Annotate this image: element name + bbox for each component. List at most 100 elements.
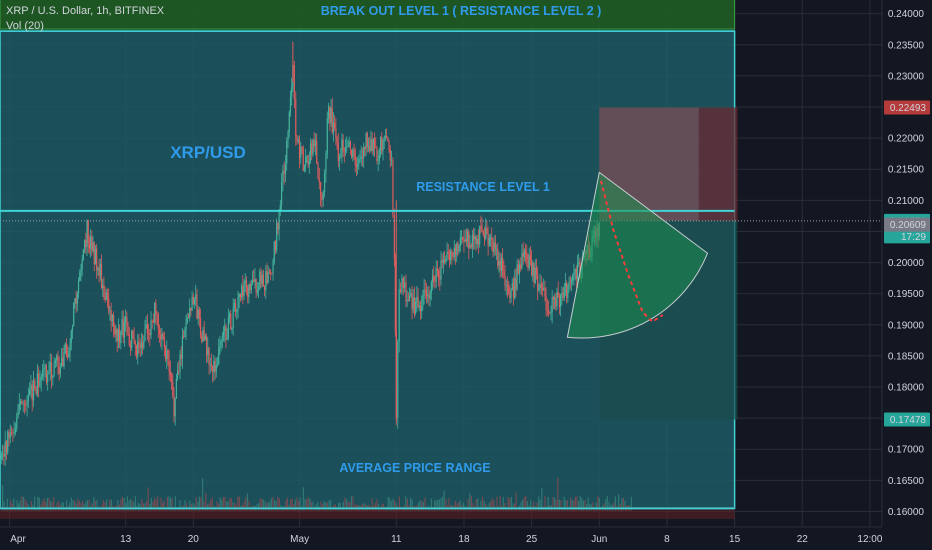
candle-body: [354, 150, 356, 165]
candle-body: [162, 333, 164, 337]
price-badge-label: 0.22493: [890, 103, 927, 114]
candle-body: [185, 322, 187, 330]
candle-body: [150, 320, 152, 335]
volume-bar: [320, 501, 322, 511]
candle-body: [261, 274, 263, 284]
candle-body: [568, 281, 570, 287]
volume-bar: [304, 498, 306, 511]
candle-body: [332, 122, 335, 133]
candle-body: [111, 315, 113, 322]
candle-body: [91, 236, 93, 251]
volume-bar: [141, 498, 143, 511]
volume-bar: [467, 498, 469, 511]
candle-body: [197, 309, 199, 319]
volume-bar: [197, 501, 199, 511]
volume-bar: [296, 497, 298, 511]
volume-bar: [445, 498, 447, 511]
candle-body: [549, 313, 551, 314]
volume-bar: [574, 496, 576, 511]
candle-body: [201, 335, 203, 342]
candle-body: [569, 281, 571, 283]
candle-body: [392, 160, 394, 216]
volume-bar: [205, 492, 207, 511]
candle-body: [412, 297, 414, 310]
candle-body: [272, 261, 274, 273]
candle-body: [573, 271, 575, 275]
candle-body: [407, 299, 409, 301]
candle-body: [144, 328, 146, 342]
candle-body: [505, 285, 507, 287]
candle-body: [309, 143, 312, 161]
y-tick-label: 0.16000: [888, 507, 925, 518]
x-tick-label: 13: [120, 534, 132, 545]
candle-body: [574, 268, 576, 272]
volume-bar: [122, 496, 124, 511]
candle-body: [260, 271, 262, 284]
candle-body: [340, 156, 342, 158]
candle-body: [35, 388, 37, 395]
candle-body: [135, 345, 138, 357]
candle-body: [154, 303, 156, 323]
candle-body: [349, 141, 351, 150]
candle-body: [156, 313, 158, 315]
candle-body: [30, 384, 32, 390]
volume-bar: [350, 496, 352, 511]
candle-body: [423, 289, 425, 296]
candle-body: [152, 320, 155, 323]
candle-body: [576, 263, 579, 280]
candle-body: [77, 280, 80, 294]
candle-body: [123, 322, 126, 338]
volume-bar: [123, 497, 125, 511]
candle-body: [404, 282, 406, 288]
candle-body: [129, 344, 132, 348]
candle-body: [20, 400, 22, 405]
candle-body: [539, 284, 541, 288]
candle-body: [342, 139, 344, 151]
volume-bar: [613, 502, 615, 511]
candle-body: [401, 277, 403, 293]
candle-body: [167, 350, 169, 362]
volume-bar: [419, 500, 421, 511]
candle-body: [372, 138, 374, 151]
volume-bar: [437, 499, 439, 511]
candle-body: [298, 139, 301, 158]
candle-body: [295, 98, 297, 137]
candle-body: [359, 158, 361, 160]
candle-body: [283, 170, 285, 175]
candle-body: [373, 138, 376, 148]
candle-body: [430, 282, 432, 293]
candle-body: [562, 292, 564, 299]
volume-bar: [266, 502, 268, 511]
candle-body: [216, 364, 219, 366]
volume-bar: [237, 496, 239, 511]
y-tick-label: 0.21000: [888, 196, 925, 207]
volume-bar: [155, 499, 157, 511]
candle-body: [558, 297, 561, 308]
volume-bar: [202, 477, 204, 511]
volume-bar: [133, 501, 135, 511]
volume-bar: [563, 496, 565, 511]
candle-body: [9, 432, 11, 438]
candle-body: [416, 296, 418, 302]
candle-body: [158, 328, 161, 335]
volume-bar: [211, 497, 213, 511]
candle-body: [510, 290, 512, 299]
volume-bar: [58, 501, 60, 511]
candle-body: [326, 118, 328, 155]
candle-body: [482, 231, 484, 235]
y-tick-label: 0.24000: [888, 9, 925, 20]
volume-bar: [310, 501, 312, 511]
candle-body: [386, 136, 388, 139]
candle-body: [204, 336, 206, 341]
volume-bar: [203, 501, 205, 511]
volume-bar: [483, 501, 485, 511]
candle-body: [428, 294, 430, 299]
volume-bar: [10, 499, 12, 511]
y-tick-label: 0.18500: [888, 351, 925, 362]
candle-body: [134, 342, 136, 346]
volume-bar: [442, 496, 444, 511]
volume-bar: [120, 498, 122, 511]
volume-bar: [275, 501, 277, 511]
